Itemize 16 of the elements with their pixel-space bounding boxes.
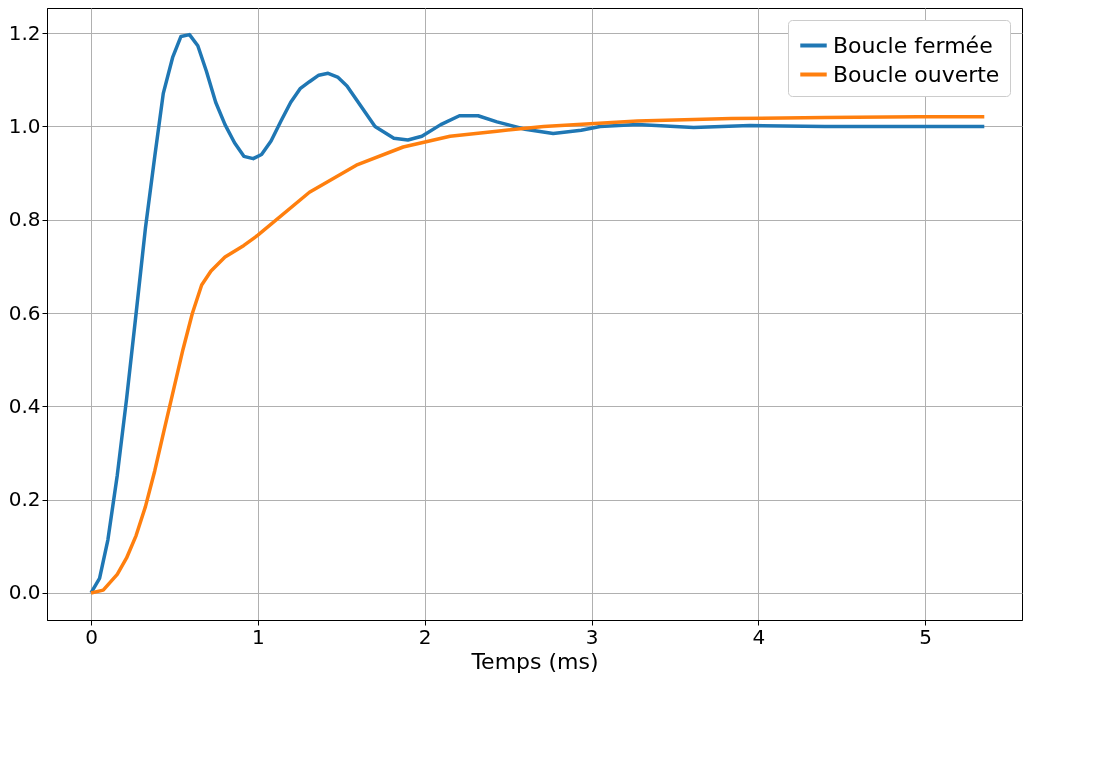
x-tick-label: 3 xyxy=(585,624,599,649)
y-tick-label: 0.6 xyxy=(8,300,41,325)
y-tick-label: 0.0 xyxy=(8,580,41,605)
legend-label: Boucle fermée xyxy=(833,32,993,58)
x-tick-label: 4 xyxy=(752,624,766,649)
y-tick-label: 0.4 xyxy=(8,393,41,418)
x-tick-label: 1 xyxy=(252,624,265,649)
legend-label: Boucle ouverte xyxy=(833,61,1000,87)
x-tick-label: 0 xyxy=(85,624,98,649)
y-tick-label: 1.2 xyxy=(8,20,41,45)
y-tick-label: 0.8 xyxy=(8,207,41,232)
y-tick-label: 0.2 xyxy=(8,487,41,512)
x-tick-label: 5 xyxy=(919,624,933,649)
y-tick-label: 1.0 xyxy=(8,113,41,138)
x-axis-title: Temps (ms) xyxy=(470,648,599,674)
x-tick-label: 2 xyxy=(418,624,432,649)
